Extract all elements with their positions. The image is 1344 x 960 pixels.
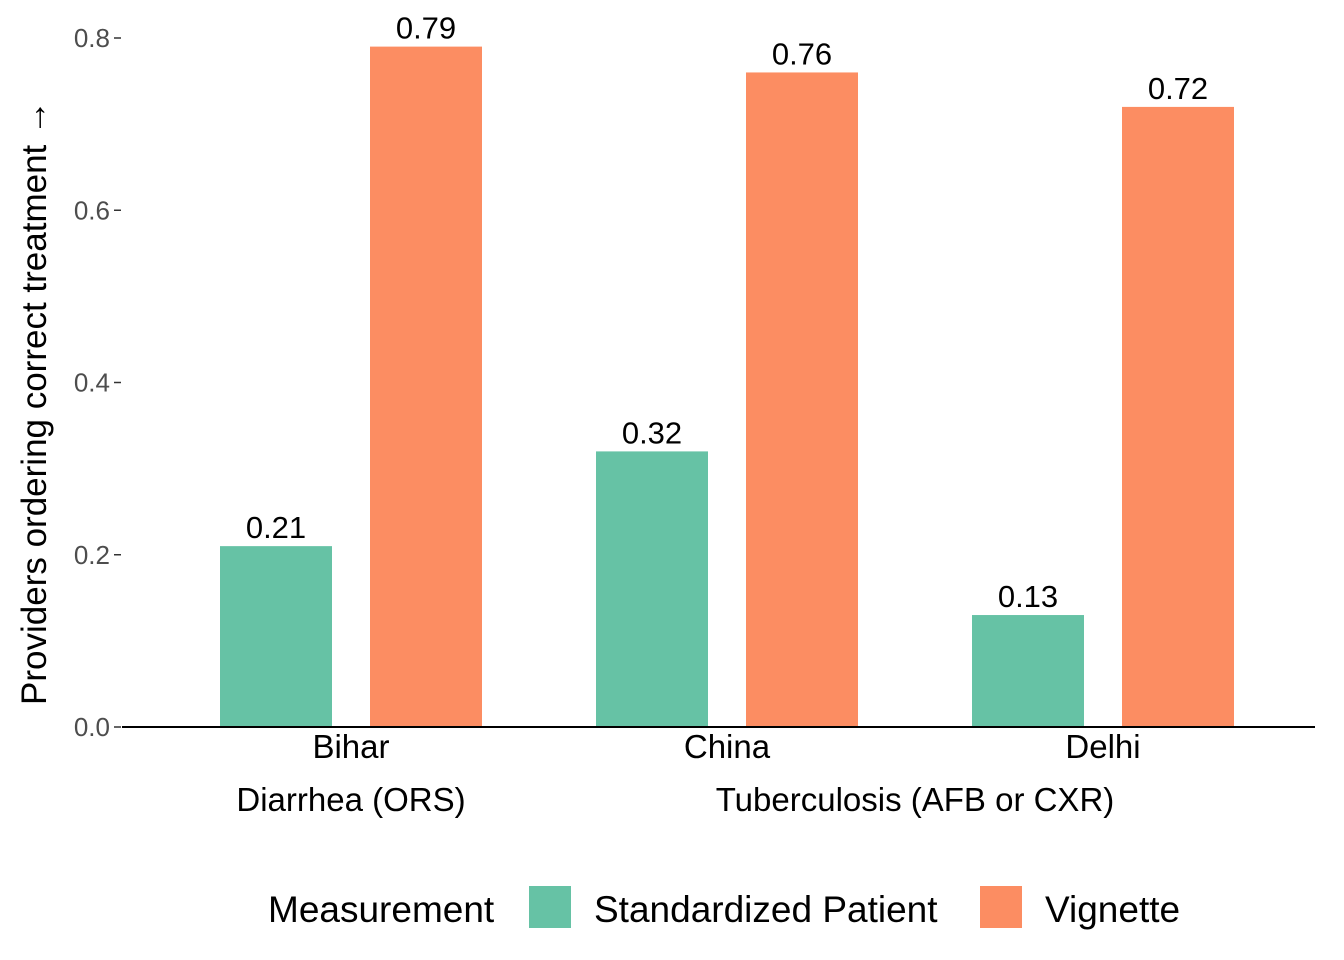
legend-key-vignette bbox=[980, 886, 1022, 928]
y-tick-label: 0.2 bbox=[74, 540, 110, 570]
bar-standardized-patient-china bbox=[596, 451, 708, 727]
x-category-label: Delhi bbox=[1065, 728, 1140, 765]
x-group-label: Tuberculosis (AFB or CXR) bbox=[716, 781, 1115, 818]
x-category-label: Bihar bbox=[312, 728, 389, 765]
data-labels: 0.21 0.32 0.13 0.79 0.76 0.72 bbox=[246, 11, 1208, 614]
data-label: 0.32 bbox=[622, 415, 682, 450]
y-axis: 0.0 0.2 0.4 0.6 0.8 bbox=[74, 23, 121, 742]
bar-standardized-patient-bihar bbox=[220, 546, 332, 727]
bar-vignette-bihar bbox=[370, 46, 482, 728]
bar-vignette-delhi bbox=[1122, 106, 1234, 727]
data-label: 0.21 bbox=[246, 510, 306, 545]
bars bbox=[220, 46, 1234, 728]
legend-label: Vignette bbox=[1045, 889, 1180, 930]
y-tick-label: 0.6 bbox=[74, 195, 110, 225]
x-axis: Bihar China Delhi Diarrhea (ORS) Tuberculosi… bbox=[122, 726, 1315, 818]
legend-key-standardized-patient bbox=[529, 886, 571, 928]
x-group-label: Diarrhea (ORS) bbox=[236, 781, 465, 818]
y-tick-label: 0.0 bbox=[74, 712, 110, 742]
legend: Measurement Standardized Patient Vignette bbox=[268, 886, 1180, 930]
bar-vignette-china bbox=[746, 72, 858, 727]
y-axis-title: Providers ordering correct treatment → bbox=[15, 100, 54, 705]
data-label: 0.72 bbox=[1148, 71, 1208, 106]
x-category-label: China bbox=[684, 728, 771, 765]
legend-title: Measurement bbox=[268, 889, 495, 930]
data-label: 0.76 bbox=[772, 36, 832, 71]
y-tick-label: 0.8 bbox=[74, 23, 110, 53]
data-label: 0.13 bbox=[998, 579, 1058, 614]
y-tick-label: 0.4 bbox=[74, 368, 110, 398]
bar-standardized-patient-delhi bbox=[972, 615, 1084, 727]
data-label: 0.79 bbox=[396, 11, 456, 46]
legend-label: Standardized Patient bbox=[594, 889, 938, 930]
